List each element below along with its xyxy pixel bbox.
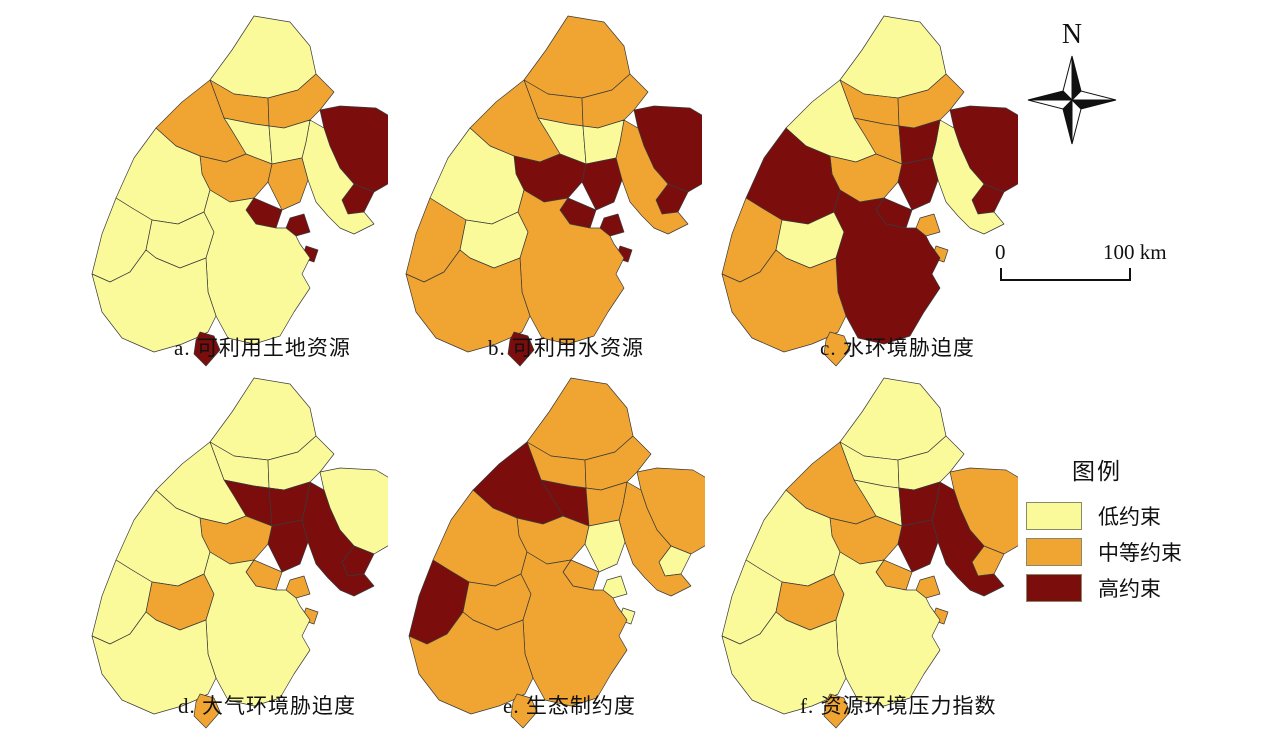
legend-row-low: 低约束 xyxy=(1026,502,1246,530)
map-image xyxy=(405,15,702,367)
legend-swatch-mid xyxy=(1026,538,1082,566)
map-b-label: b. 可利用水资源 xyxy=(488,336,644,360)
legend: 图例 低约束 中等约束 高约束 xyxy=(1026,452,1246,610)
scale-bar-line xyxy=(1000,268,1131,281)
legend-label-high: 高约束 xyxy=(1098,577,1161,601)
scale-bar: 0 100 km xyxy=(993,240,1193,281)
region-center xyxy=(581,157,623,211)
map-panel-d: d. 大气环境胁迫度 xyxy=(58,368,393,730)
region-southwest-mid xyxy=(91,611,217,715)
region-peninsula xyxy=(193,331,221,367)
region-peninsula xyxy=(823,331,851,367)
region-center xyxy=(584,519,626,573)
map-e xyxy=(375,368,710,730)
map-panel-f: f. 资源环境压力指数 xyxy=(688,368,1023,730)
region-southwest-mid xyxy=(721,611,847,715)
map-c xyxy=(688,6,1023,368)
region-north xyxy=(523,15,631,99)
map-d-label: d. 大气环境胁迫度 xyxy=(178,694,356,718)
region-north xyxy=(526,377,634,461)
compass-rose-icon xyxy=(1027,55,1117,145)
legend-row-mid: 中等约束 xyxy=(1026,538,1246,566)
region-peninsula xyxy=(823,693,851,729)
region-southwest-mid xyxy=(408,611,534,715)
map-image xyxy=(721,377,1018,729)
legend-label-low: 低约束 xyxy=(1098,505,1161,529)
region-southwest-mid xyxy=(91,249,217,353)
map-c-label: c. 水环境胁迫度 xyxy=(820,336,975,360)
region-center xyxy=(267,519,309,573)
map-e-label: e. 生态制约度 xyxy=(503,694,636,718)
region-peninsula xyxy=(510,693,538,729)
legend-swatch-high xyxy=(1026,574,1082,602)
scale-end-label: 100 km xyxy=(1103,240,1167,264)
map-f xyxy=(688,368,1023,730)
map-panel-e: e. 生态制约度 xyxy=(375,368,710,730)
legend-label-mid: 中等约束 xyxy=(1098,541,1182,565)
map-image xyxy=(721,15,1018,367)
scale-start-label: 0 xyxy=(995,240,1006,264)
region-southwest-mid xyxy=(405,249,531,353)
map-image xyxy=(408,377,705,729)
map-a xyxy=(58,6,393,368)
map-a-label: a. 可利用土地资源 xyxy=(174,336,351,360)
region-peninsula xyxy=(507,331,535,367)
legend-row-high: 高约束 xyxy=(1026,574,1246,602)
map-image xyxy=(91,377,388,729)
map-panel-b: b. 可利用水资源 xyxy=(372,6,707,368)
region-north xyxy=(209,15,317,99)
region-peninsula xyxy=(193,693,221,729)
region-north xyxy=(209,377,317,461)
north-arrow: N xyxy=(1022,20,1122,152)
region-north xyxy=(839,377,947,461)
map-panel-a: a. 可利用土地资源 xyxy=(58,6,393,368)
region-north xyxy=(839,15,947,99)
region-center xyxy=(267,157,309,211)
map-f-label: f. 资源环境压力指数 xyxy=(800,694,997,718)
region-center xyxy=(897,519,939,573)
region-southwest-mid xyxy=(721,249,847,353)
map-panel-c: c. 水环境胁迫度 xyxy=(688,6,1023,368)
region-center xyxy=(897,157,939,211)
map-b xyxy=(372,6,707,368)
map-image xyxy=(91,15,388,367)
legend-swatch-low xyxy=(1026,502,1082,530)
map-d xyxy=(58,368,393,730)
legend-title: 图例 xyxy=(1072,459,1122,484)
north-label: N xyxy=(1061,19,1083,50)
